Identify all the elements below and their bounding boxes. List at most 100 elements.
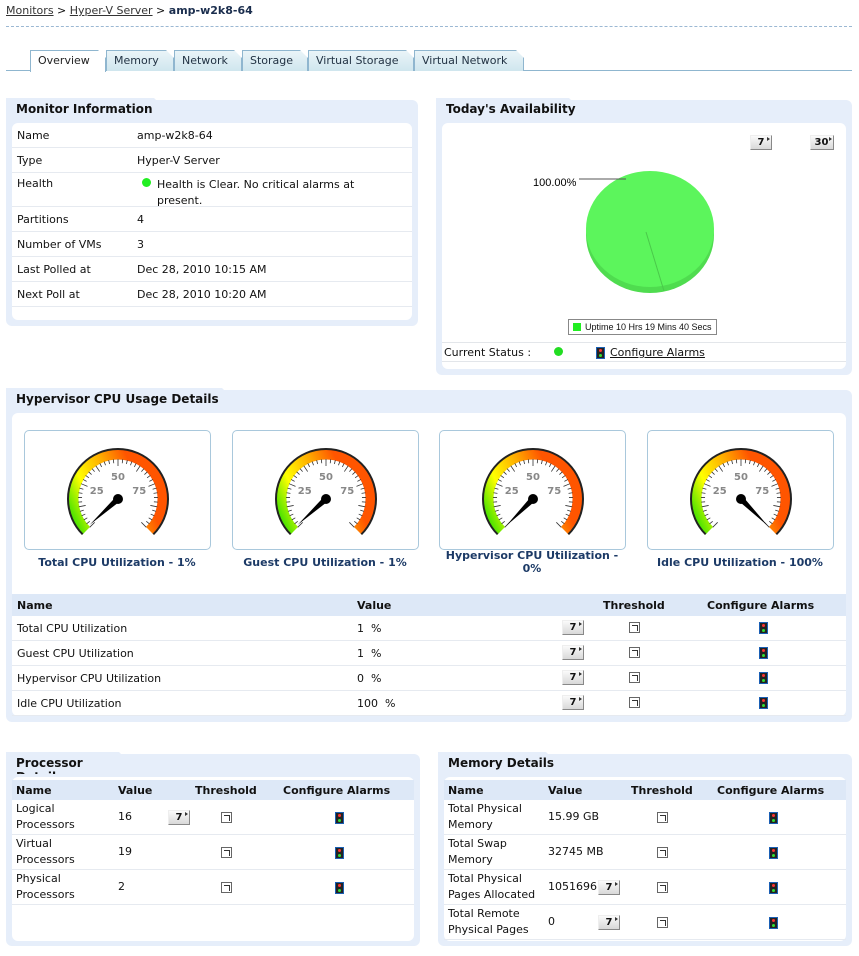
- gauge-tick: [78, 492, 83, 494]
- gauge-tick: [108, 460, 110, 465]
- threshold-edit-icon[interactable]: [657, 811, 668, 823]
- info-row: Last Polled at Dec 28, 2010 10:15 AM: [12, 257, 412, 282]
- gauge-tick: [708, 475, 713, 479]
- tab-memory[interactable]: Memory: [106, 50, 174, 71]
- info-label: Type: [17, 153, 43, 167]
- 30-day-button[interactable]: 30: [809, 135, 834, 150]
- threshold-edit-icon[interactable]: [221, 846, 232, 858]
- btn-label: 7: [569, 697, 577, 708]
- breadcrumb: Monitors > Hyper-V Server > amp-w2k8-64: [6, 4, 253, 17]
- 7-day-button[interactable]: 7: [750, 135, 772, 150]
- 7-day-report-button[interactable]: 7: [562, 670, 584, 685]
- configure-alarms-icon[interactable]: [759, 622, 768, 634]
- configure-alarms-icon[interactable]: [335, 881, 344, 894]
- gauge-tick: [703, 483, 711, 487]
- gauge-tick: [567, 487, 572, 490]
- threshold-edit-icon[interactable]: [629, 647, 640, 658]
- gauge-tick-label: 75: [340, 486, 354, 497]
- gauge-tick: [773, 513, 778, 517]
- gauge-tick: [702, 487, 707, 490]
- 7-day-report-button[interactable]: 7: [562, 695, 584, 710]
- column-header: Threshold: [603, 598, 665, 612]
- configure-alarms-icon[interactable]: [335, 811, 344, 824]
- configure-alarms-icon[interactable]: [769, 881, 778, 894]
- tab-network[interactable]: Network: [174, 50, 242, 71]
- gauge-tick: [361, 492, 366, 494]
- gauge-tick: [567, 509, 572, 512]
- gauge-tick-label: 50: [526, 472, 540, 483]
- tab-storage[interactable]: Storage: [242, 50, 308, 71]
- threshold-cell: [221, 846, 232, 861]
- tab-virtual-network[interactable]: Virtual Network: [414, 50, 524, 71]
- 7-day-report-button[interactable]: 7: [562, 620, 584, 635]
- configure-alarms-icon[interactable]: [759, 697, 768, 709]
- alarm-cell: [759, 622, 768, 637]
- gauge-rim: [67, 448, 169, 536]
- row-name: Idle CPU Utilization: [17, 696, 122, 710]
- configure-alarms-icon[interactable]: [769, 846, 778, 859]
- 7-day-report-button[interactable]: 7: [562, 645, 584, 660]
- column-header: Configure Alarms: [707, 598, 815, 612]
- threshold-edit-icon[interactable]: [629, 697, 640, 708]
- threshold-edit-icon[interactable]: [657, 916, 668, 928]
- gauge-tick: [89, 522, 95, 528]
- traffic-light-icon: [596, 347, 605, 359]
- tab-virtual-storage[interactable]: Virtual Storage: [308, 50, 414, 71]
- breadcrumb-hyperv[interactable]: Hyper-V Server: [69, 4, 153, 17]
- gauge-tick: [80, 483, 88, 487]
- alarm-cell: [335, 811, 344, 827]
- cpu-gauge: 25 50 75: [232, 430, 419, 550]
- row-name: Total Swap Memory: [448, 837, 507, 866]
- 7-day-report-button[interactable]: 7: [598, 914, 620, 930]
- threshold-edit-icon[interactable]: [629, 672, 640, 683]
- gauge-tick: [494, 509, 499, 512]
- gauge-tick: [358, 505, 366, 508]
- tab-overview[interactable]: Overview: [30, 50, 106, 72]
- gauge-tick: [775, 509, 780, 512]
- memory-title: Memory Details: [438, 752, 568, 774]
- configure-alarms-icon[interactable]: [769, 811, 778, 824]
- gauge-tick: [85, 475, 90, 479]
- configure-alarms-icon[interactable]: [759, 672, 768, 684]
- gauge-tick: [148, 483, 156, 487]
- configure-alarms-icon[interactable]: [769, 916, 778, 929]
- gauge-needle: [506, 496, 536, 526]
- 7-day-report-button[interactable]: 7: [598, 879, 620, 895]
- configure-alarms-icon[interactable]: [759, 647, 768, 659]
- report-cell: 7: [562, 695, 584, 710]
- gauge-tick-label: 25: [505, 486, 519, 497]
- threshold-edit-icon[interactable]: [657, 881, 668, 893]
- memory-panel: Memory Details Name Value Threshold Configu…: [438, 754, 852, 946]
- gauge-tick: [545, 461, 548, 466]
- gauge-tick: [288, 483, 296, 487]
- gauge-tick: [294, 520, 298, 525]
- gauge-rim: [275, 448, 377, 536]
- gauge-tick: [518, 461, 521, 466]
- gauge-tick: [133, 463, 137, 468]
- threshold-edit-icon[interactable]: [221, 881, 232, 893]
- configure-alarms-link[interactable]: Configure Alarms: [610, 346, 705, 359]
- gauge-tick: [289, 513, 294, 517]
- column-header: Name: [17, 598, 53, 612]
- gauge-tick: [296, 471, 300, 475]
- threshold-edit-icon[interactable]: [657, 846, 668, 858]
- info-label: Name: [17, 128, 50, 142]
- pie-slice-uptime[interactable]: [586, 171, 714, 287]
- gauge-tick: [495, 483, 503, 487]
- 7-day-report-button[interactable]: 7: [168, 809, 190, 825]
- threshold-edit-icon[interactable]: [629, 622, 640, 633]
- breadcrumb-monitors[interactable]: Monitors: [6, 4, 54, 17]
- info-value: Dec 28, 2010 10:20 AM: [137, 287, 267, 301]
- info-label: Next Poll at: [17, 287, 80, 301]
- gauge-tick: [352, 471, 356, 475]
- configure-alarms-icon[interactable]: [335, 846, 344, 859]
- gauge-tick: [316, 460, 318, 465]
- info-label: Last Polled at: [17, 262, 91, 276]
- gauge-dial: 25 50 75: [482, 448, 584, 536]
- table-row: Total Physical Memory 15.99 GB: [444, 800, 846, 835]
- row-name: Logical Processors: [16, 802, 75, 831]
- row-name: Physical Processors: [16, 872, 75, 901]
- gauge-tick: [144, 471, 148, 475]
- threshold-edit-icon[interactable]: [221, 811, 232, 823]
- gauge-tick: [91, 468, 95, 472]
